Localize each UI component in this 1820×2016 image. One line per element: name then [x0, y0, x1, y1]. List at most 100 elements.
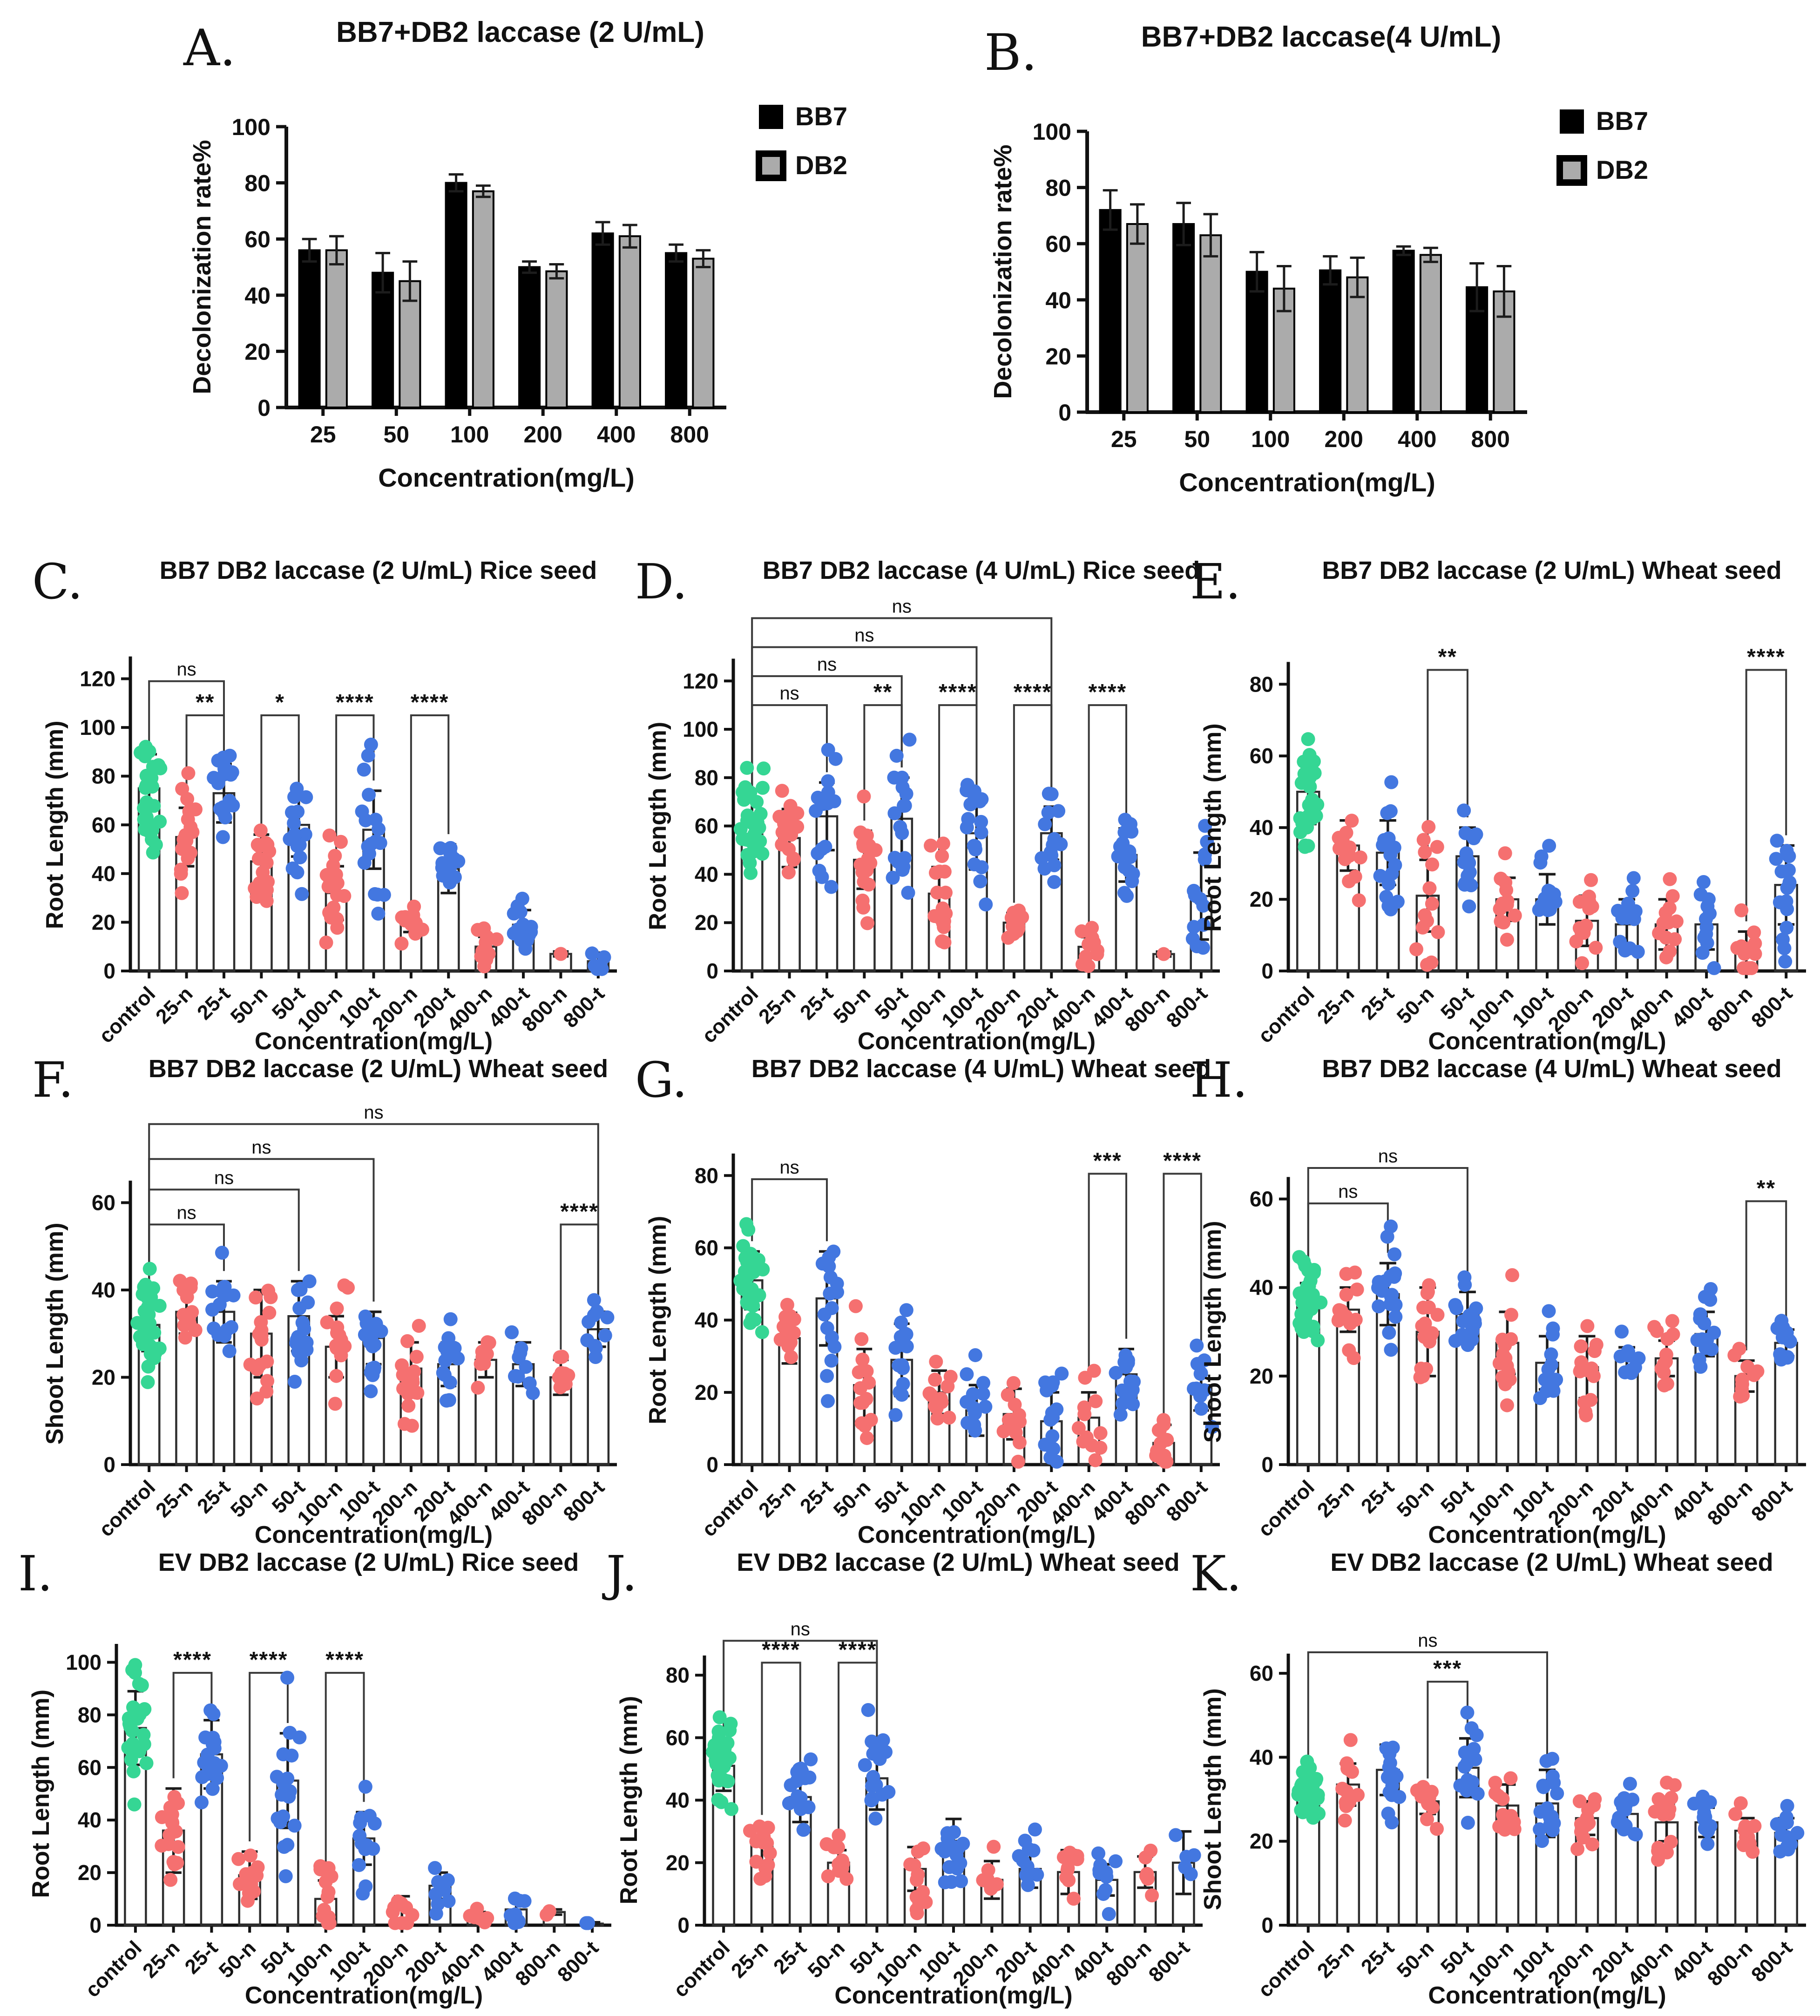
data-point	[1056, 1850, 1071, 1865]
data-point	[1419, 1362, 1434, 1376]
x-axis-label: Concentration(mg/L)	[255, 1028, 493, 1055]
x-tick-label: 50-n	[804, 1936, 850, 1982]
data-point	[1422, 881, 1437, 896]
significance-brackets: **** **** ****	[172, 1648, 365, 1871]
y-axis-label: Decolonization rate%	[188, 140, 216, 394]
data-point	[1508, 908, 1522, 923]
data-point	[1790, 1826, 1805, 1840]
data-point	[514, 933, 528, 947]
data-point	[1416, 1300, 1431, 1315]
data-point	[1625, 884, 1640, 898]
data-point	[784, 1350, 798, 1364]
bracket-****	[761, 1662, 801, 1815]
data-point	[823, 1270, 838, 1284]
data-point	[1387, 1247, 1402, 1262]
y-tick-label: 40	[1250, 1745, 1273, 1769]
bracket-ns	[148, 1123, 599, 1302]
x-axis-label: Concentration(mg/L)	[1179, 468, 1435, 497]
data-point	[1339, 1799, 1353, 1813]
data-point	[1547, 1776, 1561, 1790]
data-point	[167, 1790, 182, 1804]
data-point	[1651, 1792, 1666, 1806]
data-point	[1586, 1369, 1601, 1383]
significance-label: ****	[1088, 680, 1127, 705]
data-point	[1668, 932, 1682, 946]
data-point	[262, 1305, 277, 1320]
data-point	[1468, 1752, 1482, 1767]
data-point	[1158, 1454, 1172, 1469]
data-point	[1372, 1299, 1386, 1314]
data-point	[178, 1330, 192, 1345]
bracket-**	[863, 704, 903, 821]
y-tick-label: 20	[1250, 887, 1273, 911]
data-point	[287, 1819, 302, 1833]
data-point	[1380, 806, 1394, 820]
x-tick-label: 800-t	[1747, 1476, 1797, 1526]
data-point	[151, 758, 166, 773]
significance-label: ****	[939, 680, 977, 705]
data-point	[903, 1857, 918, 1872]
y-tick-label: 80	[1250, 672, 1273, 696]
data-point	[1589, 1337, 1603, 1352]
data-point	[1536, 1778, 1550, 1793]
data-point	[856, 1396, 870, 1410]
data-point	[739, 1252, 753, 1266]
data-point	[723, 1723, 737, 1738]
data-point	[1779, 1810, 1793, 1825]
bars: 25 50 100 200 400 800	[298, 173, 715, 448]
x-tick-label: 200	[524, 421, 562, 448]
data-point	[744, 1282, 759, 1296]
y-tick-label: 80	[78, 1703, 101, 1727]
data-point	[940, 1379, 955, 1393]
data-point	[1621, 901, 1635, 916]
data-point	[1494, 914, 1508, 929]
panel-g: G. BB7 DB2 laccase (4 U/mL) Wheat seed 0 20…	[629, 1036, 1234, 1553]
data-point	[1665, 1314, 1679, 1328]
axes: 0 20 40 60 80 100 120 Root Length (mm)	[41, 656, 617, 983]
data-point	[1089, 1394, 1103, 1408]
data-point	[260, 1374, 275, 1388]
data-point	[231, 1852, 246, 1866]
data-point	[1660, 1845, 1674, 1860]
x-axis-label: Concentration(mg/L)	[378, 463, 635, 492]
data-point	[821, 1869, 835, 1884]
data-point	[126, 1700, 140, 1715]
panel-title: BB7 DB2 laccase (2 U/mL) Wheat seed	[1322, 557, 1781, 584]
bar-DB2-800	[692, 258, 715, 408]
data-point	[280, 1670, 295, 1685]
data-point	[1580, 1811, 1594, 1825]
data-point	[217, 1329, 232, 1344]
y-tick-label: 60	[1250, 744, 1273, 768]
bar-BB7-25	[298, 249, 321, 409]
data-point	[1613, 935, 1627, 949]
y-tick-label: 40	[1250, 815, 1273, 840]
legend: BB7 DB2	[1556, 106, 1648, 186]
y-tick-label: 0	[257, 395, 271, 421]
data-point	[916, 1841, 931, 1856]
data-point	[440, 1393, 454, 1408]
y-tick-label: 100	[1033, 119, 1071, 145]
data-point	[757, 761, 771, 776]
data-point	[758, 1869, 772, 1883]
data-point	[1488, 1776, 1502, 1790]
data-point	[1085, 1438, 1099, 1453]
x-tick-label: 200	[1325, 426, 1363, 452]
data-point	[947, 1825, 961, 1840]
significance-brackets: ** ****	[1427, 645, 1787, 922]
data-point	[1198, 852, 1212, 867]
data-point	[121, 1740, 135, 1755]
data-point	[1661, 1807, 1676, 1821]
data-point	[893, 1385, 907, 1399]
data-point	[897, 799, 911, 813]
data-point	[1035, 851, 1049, 865]
data-point	[1492, 1819, 1507, 1834]
data-point	[1117, 886, 1132, 900]
bar-DB2-50	[1199, 234, 1222, 413]
data-point	[1373, 869, 1387, 883]
y-tick-label: 40	[244, 283, 271, 309]
panel-g-chart: G. BB7 DB2 laccase (4 U/mL) Wheat seed 0 20…	[635, 1052, 1220, 1548]
data-point	[205, 1284, 220, 1299]
axes: 0 20 40 60 80 100 Decolonization rate%	[989, 119, 1527, 426]
data-point	[1747, 925, 1761, 940]
data-point	[887, 770, 901, 785]
